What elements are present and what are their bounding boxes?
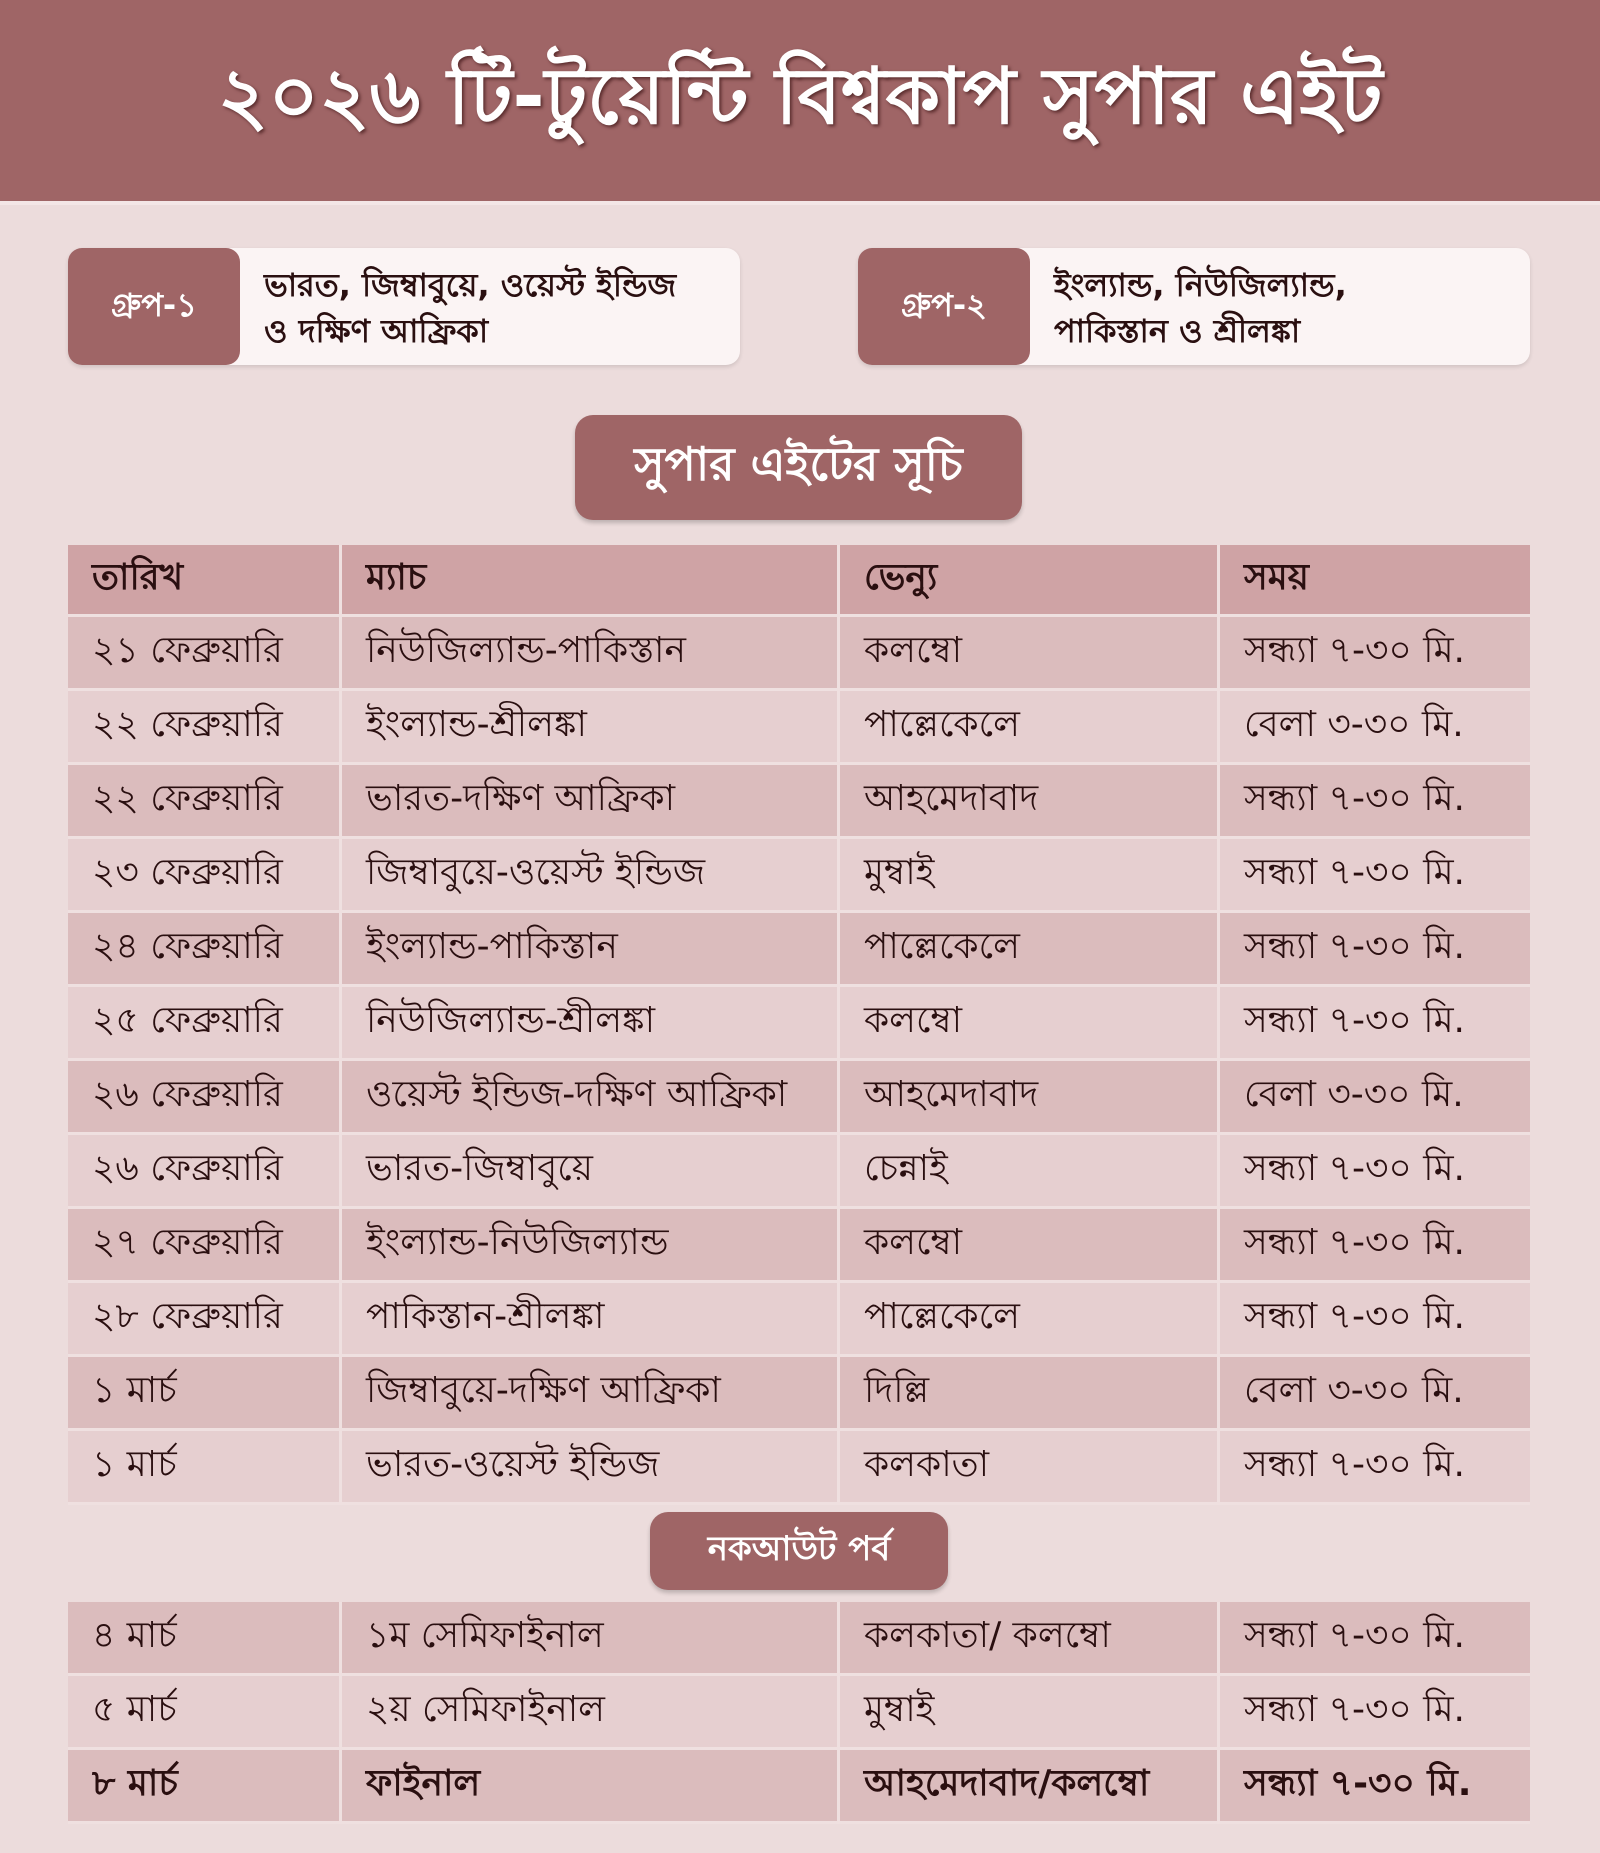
group-label: গ্রুপ-২ [858, 248, 1030, 365]
cell-time: সন্ধ্যা ৭-৩০ মি. [1244, 851, 1466, 893]
cell-date: ২১ ফেব্রুয়ারি [68, 617, 342, 688]
column-header-venue: ভেন্যু [840, 545, 1220, 614]
cell-time: বেলা ৩-৩০ মি. [1244, 1369, 1464, 1411]
cell-match: নিউজিল্যান্ড-শ্রীলঙ্কা [342, 987, 840, 1058]
table-row: ৮ মার্চ ফাইনাল আহমেদাবাদ/কলম্বো সন্ধ্যা ৭-৩… [68, 1750, 1530, 1824]
cell-venue: পাল্লেকেলে [840, 691, 1220, 762]
cell-time: সন্ধ্যা ৭-৩০ মি. [1244, 925, 1466, 967]
cell-match: ইংল্যান্ড-নিউজিল্যান্ড [342, 1209, 840, 1280]
cell-date: ২২ ফেব্রুয়ারি [68, 691, 342, 762]
group-1-card: গ্রুপ-১ ভারত, জিম্বাবুয়ে, ওয়েস্ট ইন্ডি… [68, 248, 740, 365]
cell-date: ১ মার্চ [68, 1357, 342, 1428]
cell-match: ২য় সেমিফাইনাল [342, 1676, 840, 1747]
cell-venue: দিল্লি [840, 1357, 1220, 1428]
cell-venue: কলম্বো [840, 1209, 1220, 1280]
cell-time: সন্ধ্যা ৭-৩০ মি. [1244, 1147, 1466, 1189]
cell-match: পাকিস্তান-শ্রীলঙ্কা [342, 1283, 840, 1354]
cell-match: ভারত-দক্ষিণ আফ্রিকা [342, 765, 840, 836]
cell-match: ওয়েস্ট ইন্ডিজ-দক্ষিণ আফ্রিকা [342, 1061, 840, 1132]
group-2-card: গ্রুপ-২ ইংল্যান্ড, নিউজিল্যান্ড, পাকিস্ত… [858, 248, 1530, 365]
cell-match: জিম্বাবুয়ে-দক্ষিণ আফ্রিকা [342, 1357, 840, 1428]
cell-time: সন্ধ্যা ৭-৩০ মি. [1244, 1614, 1466, 1656]
table-row: ২৬ ফেব্রুয়ারি ওয়েস্ট ইন্ডিজ-দক্ষিণ আফ্র… [68, 1061, 1530, 1135]
cell-date: ৮ মার্চ [68, 1750, 342, 1821]
cell-time: সন্ধ্যা ৭-৩০ মি. [1244, 629, 1466, 671]
cell-venue: পাল্লেকেলে [840, 913, 1220, 984]
table-row: ২২ ফেব্রুয়ারি ভারত-দক্ষিণ আফ্রিকা আহমেদাব… [68, 765, 1530, 839]
cell-date: ২৪ ফেব্রুয়ারি [68, 913, 342, 984]
cell-date: ৫ মার্চ [68, 1676, 342, 1747]
cell-time: সন্ধ্যা ৭-৩০ মি. [1244, 1221, 1466, 1263]
table-row: ২১ ফেব্রুয়ারি নিউজিল্যান্ড-পাকিস্তান কলম্… [68, 617, 1530, 691]
cell-date: ১ মার্চ [68, 1431, 342, 1502]
cell-venue: কলকাতা/ কলম্বো [840, 1602, 1220, 1673]
cell-venue: পাল্লেকেলে [840, 1283, 1220, 1354]
table-row: ৫ মার্চ ২য় সেমিফাইনাল মুম্বাই সন্ধ্যা ৭-৩০… [68, 1676, 1530, 1750]
table-row: ২২ ফেব্রুয়ারি ইংল্যান্ড-শ্রীলঙ্কা পাল্লেক… [68, 691, 1530, 765]
table-row: ২৮ ফেব্রুয়ারি পাকিস্তান-শ্রীলঙ্কা পাল্লেক… [68, 1283, 1530, 1357]
column-header-date: তারিখ [68, 545, 342, 614]
group-teams-line: ও দক্ষিণ আফ্রিকা [264, 312, 489, 350]
table-row: ২৪ ফেব্রুয়ারি ইংল্যান্ড-পাকিস্তান পাল্লেক… [68, 913, 1530, 987]
cell-venue: কলম্বো [840, 987, 1220, 1058]
cell-time: সন্ধ্যা ৭-৩০ মি. [1244, 1688, 1466, 1730]
table-header-row: তারিখ ম্যাচ ভেন্যু সময় [68, 545, 1530, 617]
cell-match: ইংল্যান্ড-পাকিস্তান [342, 913, 840, 984]
cell-match: ইংল্যান্ড-শ্রীলঙ্কা [342, 691, 840, 762]
group-teams-line: ভারত, জিম্বাবুয়ে, ওয়েস্ট ইন্ডিজ [264, 266, 677, 304]
cell-venue: আহমেদাবাদ/কলম্বো [840, 1750, 1220, 1821]
cell-time: সন্ধ্যা ৭-৩০ মি. [1244, 1443, 1466, 1485]
table-row: ২৭ ফেব্রুয়ারি ইংল্যান্ড-নিউজিল্যান্ড কলম্… [68, 1209, 1530, 1283]
cell-match: ভারত-ওয়েস্ট ইন্ডিজ [342, 1431, 840, 1502]
cell-time: সন্ধ্যা ৭-৩০ মি. [1244, 1295, 1466, 1337]
page-title: ২০২৬ টি-টুয়েন্টি বিশ্বকাপ সুপার এইট [217, 51, 1383, 142]
super-eight-table: তারিখ ম্যাচ ভেন্যু সময় ২১ ফেব্রুয়ারি নি… [68, 545, 1530, 1505]
cell-venue: কলম্বো [840, 617, 1220, 688]
table-row: ২৬ ফেব্রুয়ারি ভারত-জিম্বাবুয়ে চেন্নাই সন্… [68, 1135, 1530, 1209]
cell-date: ২৬ ফেব্রুয়ারি [68, 1061, 342, 1132]
cell-venue: মুম্বাই [840, 839, 1220, 910]
header-banner: ২০২৬ টি-টুয়েন্টি বিশ্বকাপ সুপার এইট [0, 0, 1600, 205]
group-teams: ইংল্যান্ড, নিউজিল্যান্ড, পাকিস্তান ও শ্র… [1030, 248, 1371, 365]
cell-match: জিম্বাবুয়ে-ওয়েস্ট ইন্ডিজ [342, 839, 840, 910]
column-header-time: সময় [1244, 556, 1309, 598]
table-row: ১ মার্চ জিম্বাবুয়ে-দক্ষিণ আফ্রিকা দিল্লি ব… [68, 1357, 1530, 1431]
table-row: ২৫ ফেব্রুয়ারি নিউজিল্যান্ড-শ্রীলঙ্কা কলম্… [68, 987, 1530, 1061]
cell-date: ২৩ ফেব্রুয়ারি [68, 839, 342, 910]
cell-time: বেলা ৩-৩০ মি. [1244, 703, 1464, 745]
group-label: গ্রুপ-১ [68, 248, 240, 365]
cell-time: বেলা ৩-৩০ মি. [1244, 1073, 1464, 1115]
cell-venue: চেন্নাই [840, 1135, 1220, 1206]
column-header-match: ম্যাচ [342, 545, 840, 614]
cell-match: ফাইনাল [342, 1750, 840, 1821]
cell-date: ৪ মার্চ [68, 1602, 342, 1673]
cell-match: ১ম সেমিফাইনাল [342, 1602, 840, 1673]
cell-match: ভারত-জিম্বাবুয়ে [342, 1135, 840, 1206]
cell-time: সন্ধ্যা ৭-৩০ মি. [1244, 1762, 1472, 1804]
cell-time: সন্ধ্যা ৭-৩০ মি. [1244, 999, 1466, 1041]
group-teams-line: পাকিস্তান ও শ্রীলঙ্কা [1054, 312, 1301, 350]
schedule-title: সুপার এইটের সূচি [575, 415, 1022, 520]
cell-date: ২৮ ফেব্রুয়ারি [68, 1283, 342, 1354]
knockout-table: ৪ মার্চ ১ম সেমিফাইনাল কলকাতা/ কলম্বো সন্ধ্য… [68, 1602, 1530, 1824]
table-row: ৪ মার্চ ১ম সেমিফাইনাল কলকাতা/ কলম্বো সন্ধ্য… [68, 1602, 1530, 1676]
cell-date: ২২ ফেব্রুয়ারি [68, 765, 342, 836]
cell-match: নিউজিল্যান্ড-পাকিস্তান [342, 617, 840, 688]
group-teams: ভারত, জিম্বাবুয়ে, ওয়েস্ট ইন্ডিজ ও দক্ষ… [240, 248, 700, 365]
cell-date: ২৭ ফেব্রুয়ারি [68, 1209, 342, 1280]
group-teams-line: ইংল্যান্ড, নিউজিল্যান্ড, [1054, 266, 1347, 304]
cell-time: সন্ধ্যা ৭-৩০ মি. [1244, 777, 1466, 819]
cell-date: ২৬ ফেব্রুয়ারি [68, 1135, 342, 1206]
table-row: ২৩ ফেব্রুয়ারি জিম্বাবুয়ে-ওয়েস্ট ইন্ডিজ… [68, 839, 1530, 913]
cell-venue: মুম্বাই [840, 1676, 1220, 1747]
knockout-title: নকআউট পর্ব [650, 1512, 948, 1590]
cell-date: ২৫ ফেব্রুয়ারি [68, 987, 342, 1058]
cell-venue: আহমেদাবাদ [840, 1061, 1220, 1132]
cell-venue: কলকাতা [840, 1431, 1220, 1502]
cell-venue: আহমেদাবাদ [840, 765, 1220, 836]
table-row: ১ মার্চ ভারত-ওয়েস্ট ইন্ডিজ কলকাতা সন্ধ্যা … [68, 1431, 1530, 1505]
